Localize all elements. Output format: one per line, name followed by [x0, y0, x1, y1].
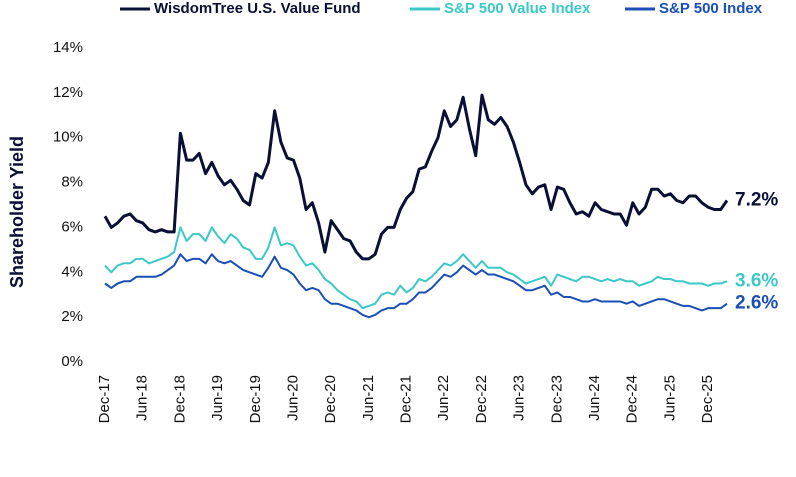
y-tick-label: 6%: [61, 218, 83, 235]
legend-label: S&P 500 Value Index: [444, 0, 591, 17]
series-line: [104, 226, 728, 310]
x-tick-label: Dec-24: [624, 375, 641, 423]
x-tick-label: Jun-19: [209, 375, 226, 421]
x-tick-label: Jun-23: [511, 375, 528, 421]
series-line: [104, 253, 728, 319]
x-tick-label: Dec-22: [473, 375, 490, 423]
x-tick-label: Jun-24: [586, 375, 603, 421]
x-tick-label: Jun-25: [661, 375, 678, 421]
y-tick-label: 0%: [61, 353, 83, 370]
x-tick-label: Dec-23: [548, 375, 565, 423]
x-tick-label: Jun-20: [284, 375, 301, 421]
x-tick-label: Dec-17: [96, 375, 113, 423]
legend-label: WisdomTree U.S. Value Fund: [154, 0, 361, 17]
end-label: 2.6%: [735, 293, 778, 314]
y-tick-label: 14%: [53, 39, 83, 56]
x-tick-label: Dec-20: [322, 375, 339, 423]
x-tick-label: Jun-21: [360, 375, 377, 421]
y-tick-label: 8%: [61, 174, 83, 191]
legend-label: S&P 500 Index: [659, 0, 763, 17]
x-tick-label: Jun-18: [134, 375, 151, 421]
y-tick-label: 12%: [53, 84, 83, 101]
x-tick-label: Dec-18: [171, 375, 188, 423]
y-tick-label: 10%: [53, 129, 83, 146]
x-tick-label: Dec-25: [699, 375, 716, 423]
y-axis-label: Shareholder Yield: [7, 136, 27, 288]
series-line: [103, 93, 729, 261]
end-label: 3.6%: [735, 270, 778, 291]
x-tick-label: Jun-22: [435, 375, 452, 421]
x-tick-label: Dec-19: [247, 375, 264, 423]
y-tick-label: 4%: [61, 263, 83, 280]
x-tick-label: Dec-21: [398, 375, 415, 423]
end-label: 7.2%: [735, 190, 778, 211]
y-tick-label: 2%: [61, 308, 83, 325]
